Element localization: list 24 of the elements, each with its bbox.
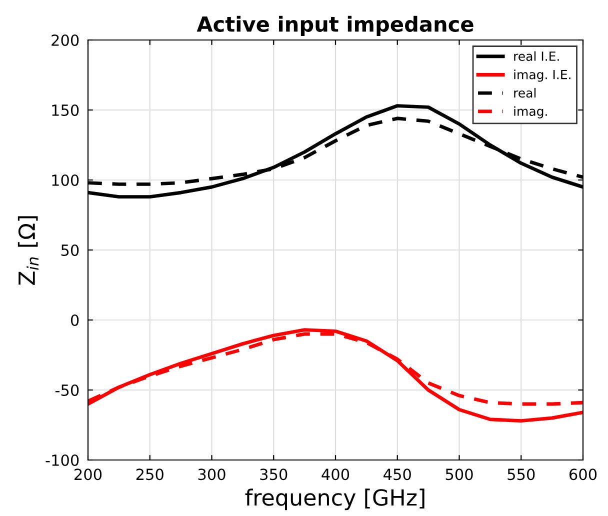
- x-tick-label: 400: [322, 468, 350, 480]
- legend-label: real I.E.: [514, 51, 559, 61]
- x-tick-label: 200: [74, 468, 102, 480]
- x-tick-label: 500: [446, 468, 473, 480]
- x-tick-label: 300: [198, 468, 226, 480]
- x-tick-label: 350: [260, 468, 288, 480]
- x-axis-title: frequency [GHz]: [245, 488, 424, 510]
- y-tick-label: 100: [52, 174, 79, 186]
- y-tick-label: 50: [61, 244, 79, 256]
- legend-label: imag.: [514, 106, 547, 118]
- chart-title: Active input impedance: [196, 16, 474, 36]
- line-series: [88, 328, 583, 423]
- y-tick-label: 150: [52, 104, 79, 116]
- x-tick-label: 600: [569, 468, 597, 480]
- legend-label: real: [514, 88, 536, 98]
- y-axis-title: Z$_{in}$ [Ω]: [18, 216, 38, 285]
- y-tick-label: -100: [46, 454, 79, 466]
- y-tick-label: -50: [55, 384, 79, 396]
- y-tick-label: 0: [70, 314, 79, 326]
- x-tick-label: 550: [508, 468, 535, 480]
- legend-label: imag. I.E.: [514, 70, 570, 82]
- x-tick-label: 250: [136, 468, 164, 480]
- y-tick-label: 200: [52, 34, 79, 46]
- x-tick-label: 450: [384, 468, 411, 480]
